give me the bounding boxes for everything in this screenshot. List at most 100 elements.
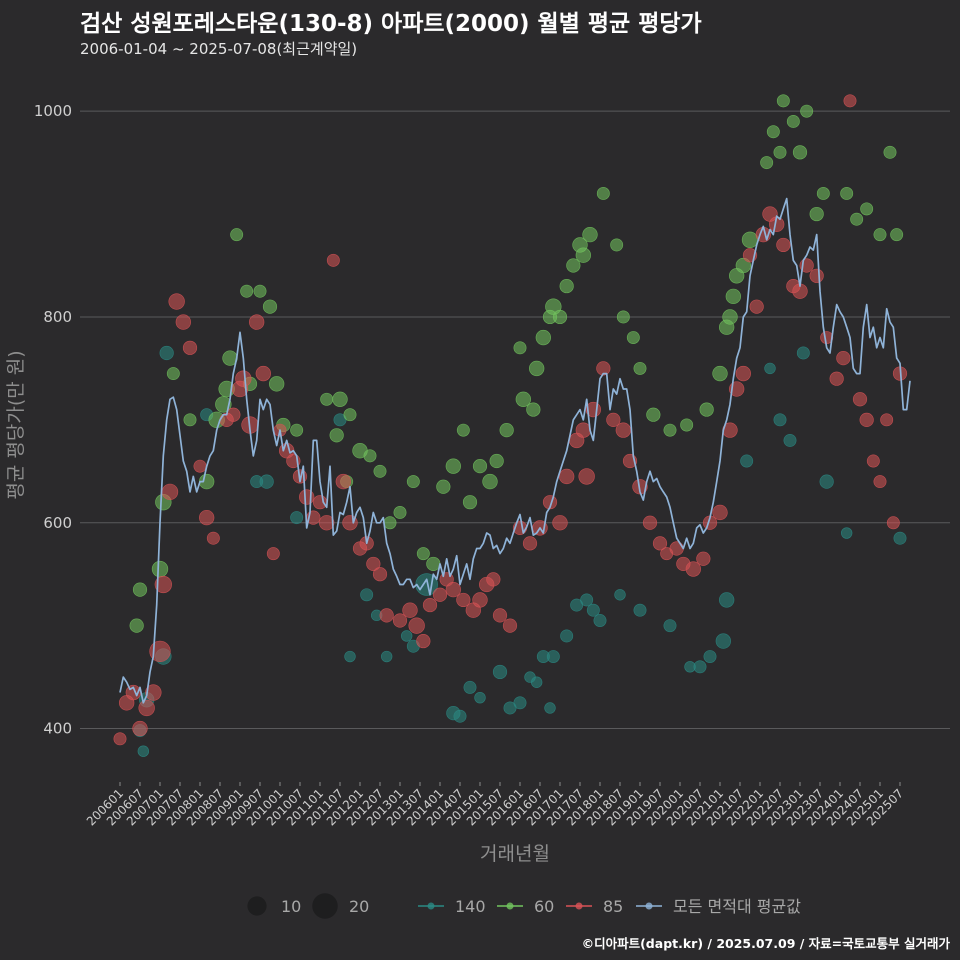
scatter-point xyxy=(764,362,776,375)
scatter-point xyxy=(462,495,478,510)
scatter-point xyxy=(735,257,751,274)
scatter-point xyxy=(472,459,488,474)
scatter-point xyxy=(402,602,418,618)
scatter-point xyxy=(642,515,658,530)
scatter-point xyxy=(343,408,357,422)
legend-label-s60: 60 xyxy=(534,897,554,916)
scatter-point xyxy=(840,527,853,539)
scatter-point xyxy=(715,633,731,649)
scatter-point xyxy=(474,691,486,704)
scatter-point xyxy=(816,187,830,200)
scatter-point xyxy=(373,464,387,478)
scatter-point xyxy=(235,370,252,387)
scatter-point xyxy=(168,293,185,310)
scatter-point xyxy=(326,253,340,267)
scatter-point xyxy=(580,593,594,607)
scatter-point xyxy=(773,145,787,159)
scatter-point xyxy=(408,617,425,634)
scatter-point xyxy=(893,531,907,545)
scatter-point xyxy=(432,587,448,602)
scatter-point xyxy=(703,650,717,663)
scatter-point xyxy=(393,506,407,519)
scatter-point xyxy=(552,309,568,325)
scatter-point xyxy=(332,391,348,407)
scatter-point xyxy=(852,392,868,407)
scatter-point xyxy=(199,509,215,526)
scatter-point xyxy=(529,360,545,377)
scatter-point xyxy=(843,94,857,108)
scatter-point xyxy=(363,449,377,463)
scatter-point xyxy=(513,341,527,355)
y-axis-title: 평균 평당가(만 원) xyxy=(5,350,27,499)
scatter-point xyxy=(685,561,701,577)
scatter-point xyxy=(840,187,854,200)
scatter-point xyxy=(335,473,351,490)
scatter-point xyxy=(456,423,470,437)
scatter-point xyxy=(740,454,754,468)
scatter-point xyxy=(183,413,197,427)
scatter-point xyxy=(513,696,527,710)
scatter-point xyxy=(445,458,461,474)
y-tick-label: 600 xyxy=(43,514,72,532)
y-tick-label: 800 xyxy=(43,308,72,326)
scatter-point xyxy=(463,680,477,694)
scatter-point xyxy=(575,422,591,438)
scatter-point xyxy=(712,365,728,382)
scatter-point xyxy=(546,650,560,663)
scatter-point xyxy=(422,597,438,613)
scatter-point xyxy=(663,423,677,437)
scatter-point xyxy=(145,684,162,701)
scatter-point xyxy=(151,560,169,578)
scatter-point xyxy=(266,547,280,561)
scatter-point xyxy=(712,504,728,521)
scatter-point xyxy=(253,284,267,298)
scatter-point xyxy=(445,581,461,598)
scatter-point xyxy=(616,310,630,324)
scatter-point xyxy=(850,212,864,226)
scatter-point xyxy=(138,699,155,717)
scatter-point xyxy=(776,237,791,253)
scatter-point xyxy=(776,94,790,108)
scatter-point xyxy=(860,202,874,216)
scatter-point xyxy=(161,483,179,501)
scatter-point xyxy=(129,618,144,633)
scatter-point xyxy=(360,588,374,602)
y-tick-label: 1000 xyxy=(34,102,72,120)
scatter-point xyxy=(492,608,508,623)
legend-dot-s140 xyxy=(427,902,435,910)
scatter-point xyxy=(456,592,471,608)
scatter-point xyxy=(669,541,684,556)
scatter-point xyxy=(492,664,508,680)
average-line xyxy=(119,197,911,704)
scatter-point xyxy=(890,228,904,242)
scatter-point xyxy=(559,278,574,294)
legend-label-s140: 140 xyxy=(455,897,486,916)
scatter-point xyxy=(426,556,441,572)
legend-size-20 xyxy=(312,893,338,919)
scatter-point xyxy=(319,515,335,531)
scatter-point xyxy=(372,567,388,582)
scatter-point xyxy=(299,489,315,505)
scatter-point xyxy=(699,402,714,417)
scatter-point xyxy=(873,475,887,489)
scatter-point xyxy=(320,392,334,406)
scatter-point xyxy=(240,284,254,298)
average-line-layer xyxy=(119,197,911,704)
scatter-point xyxy=(113,732,127,746)
scatter-point xyxy=(614,589,626,601)
scatter-point xyxy=(366,556,381,572)
scatter-point xyxy=(530,676,543,688)
scatter-point xyxy=(615,422,631,438)
scatter-point xyxy=(652,536,668,551)
legend-dot-avg xyxy=(645,902,653,910)
scatter-point xyxy=(626,331,640,344)
scatter-point xyxy=(159,345,174,361)
scatter-point xyxy=(596,187,610,200)
scatter-point xyxy=(566,258,581,273)
legend-dot-s85 xyxy=(575,902,583,910)
chart-title: 검산 성원포레스타운(130-8) 아파트(2000) 월별 평균 평당가 xyxy=(80,11,702,37)
footer-credit: ©디아파트(dapt.kr) / 2025.07.09 / 자료=국토교통부 실… xyxy=(581,936,950,951)
scatter-point xyxy=(175,314,191,330)
scatter-point xyxy=(633,361,647,375)
